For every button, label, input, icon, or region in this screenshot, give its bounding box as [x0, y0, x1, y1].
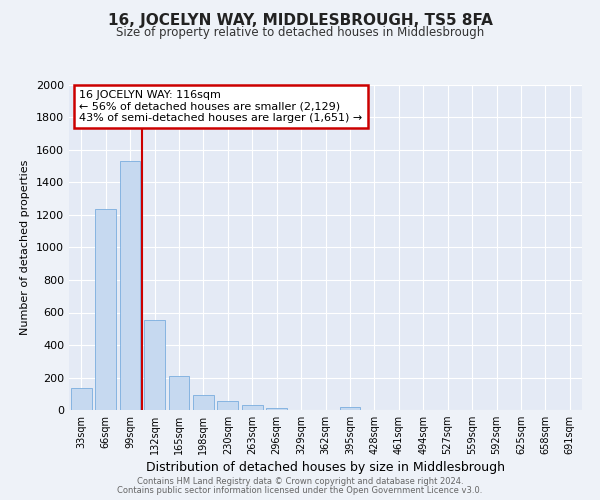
Bar — [193, 395, 214, 410]
Y-axis label: Number of detached properties: Number of detached properties — [20, 160, 31, 335]
Bar — [71, 388, 92, 410]
Bar — [266, 408, 287, 410]
X-axis label: Distribution of detached houses by size in Middlesbrough: Distribution of detached houses by size … — [146, 462, 505, 474]
Bar — [242, 406, 263, 410]
Text: Size of property relative to detached houses in Middlesbrough: Size of property relative to detached ho… — [116, 26, 484, 39]
Text: Contains public sector information licensed under the Open Government Licence v3: Contains public sector information licen… — [118, 486, 482, 495]
Bar — [144, 320, 165, 410]
Bar — [119, 162, 140, 410]
Bar — [217, 402, 238, 410]
Bar — [95, 210, 116, 410]
Bar — [169, 376, 190, 410]
Text: 16 JOCELYN WAY: 116sqm
← 56% of detached houses are smaller (2,129)
43% of semi-: 16 JOCELYN WAY: 116sqm ← 56% of detached… — [79, 90, 362, 123]
Text: 16, JOCELYN WAY, MIDDLESBROUGH, TS5 8FA: 16, JOCELYN WAY, MIDDLESBROUGH, TS5 8FA — [107, 12, 493, 28]
Bar — [340, 407, 361, 410]
Text: Contains HM Land Registry data © Crown copyright and database right 2024.: Contains HM Land Registry data © Crown c… — [137, 477, 463, 486]
